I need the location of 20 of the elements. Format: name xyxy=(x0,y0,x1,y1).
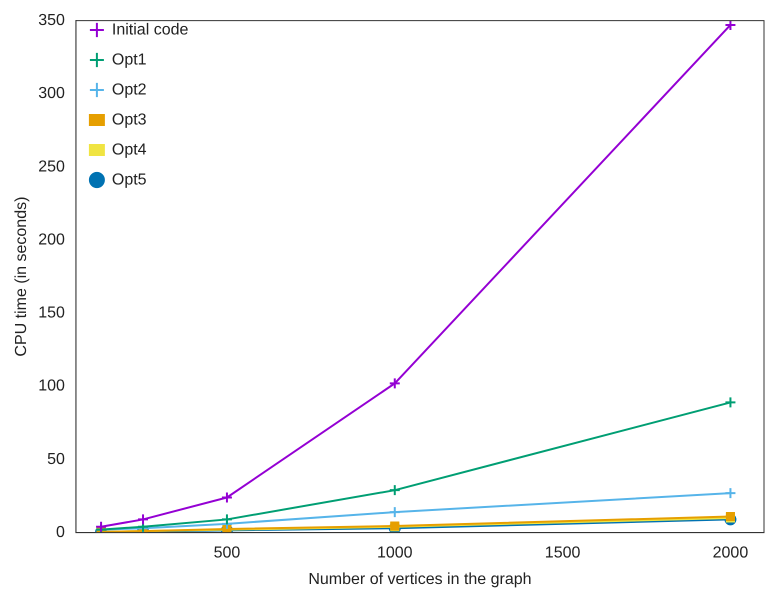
legend-label: Opt2 xyxy=(112,81,147,98)
legend-label: Opt3 xyxy=(112,111,147,128)
legend-label: Initial code xyxy=(112,21,188,38)
y-tick-label: 350 xyxy=(38,12,65,30)
legend-label: Opt1 xyxy=(112,51,147,68)
y-tick-label: 50 xyxy=(47,450,65,468)
y-tick-label: 150 xyxy=(38,304,65,322)
x-tick-label: 1500 xyxy=(544,544,580,562)
y-tick-label: 100 xyxy=(38,378,65,395)
y-tick-label: 200 xyxy=(38,231,65,248)
y-tick-label: 300 xyxy=(38,85,65,102)
legend-label: Opt4 xyxy=(112,141,147,158)
x-tick-label: 1000 xyxy=(376,544,413,562)
x-axis-title: Number of vertices in the graph xyxy=(308,570,532,588)
y-tick-label: 0 xyxy=(56,524,65,542)
x-tick-label: 500 xyxy=(214,544,240,562)
legend-label: Opt5 xyxy=(112,171,147,188)
y-axis-title: CPU time (in seconds) xyxy=(13,196,30,357)
y-tick-label: 250 xyxy=(38,158,65,176)
x-tick-label: 2000 xyxy=(712,544,748,562)
